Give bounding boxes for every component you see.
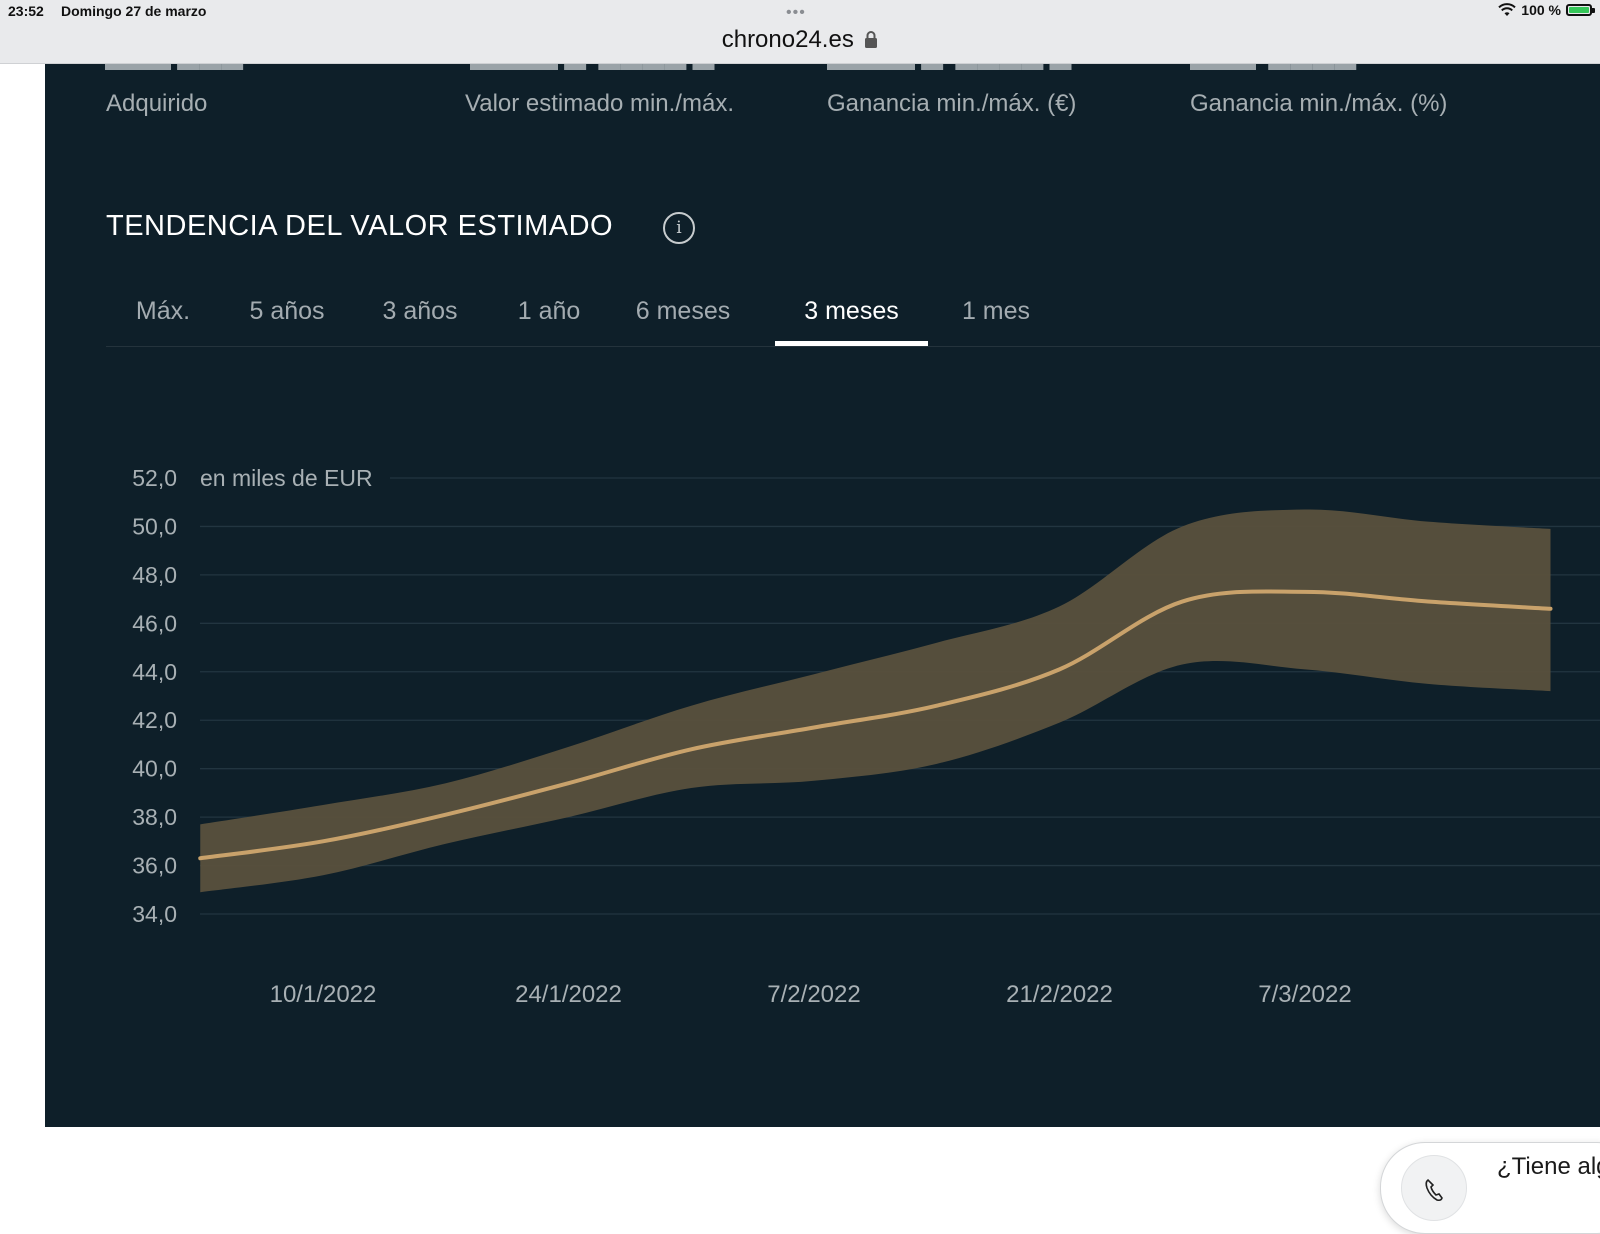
cut-off-values-row: ▬▬▬ ▬▬▬ ▬▬▬▬ ▬ ▬▬▬▬ ▬ ▬▬▬▬ ▬ ▬▬▬▬ ▬ ▬▬▬ … [45,64,1600,75]
y-tick-label: 44,0 [132,659,177,685]
y-tick-label: 40,0 [132,756,177,782]
x-tick-label: 7/2/2022 [767,981,860,1008]
unit-label: en miles de EUR [200,465,373,491]
lock-icon [865,31,878,48]
phone-icon [1425,1178,1443,1202]
browser-status-bar: 23:52 Domingo 27 de marzo ••• 100 % chro… [0,0,1600,64]
y-tick-label: 42,0 [132,707,177,733]
min-max-band [200,509,1551,893]
tab-1-month[interactable]: 1 mes [961,297,1031,325]
tab-max[interactable]: Máx. [135,297,191,325]
battery-icon [1566,4,1595,16]
y-tick-label: 50,0 [132,513,177,539]
status-time: 23:52 [8,3,44,19]
stat-label-gain-eur: Ganancia min./máx. (€) [827,90,1077,117]
value-trend-panel: ▬▬▬ ▬▬▬ ▬▬▬▬ ▬ ▬▬▬▬ ▬ ▬▬▬▬ ▬ ▬▬▬▬ ▬ ▬▬▬ … [45,64,1600,1127]
stat-label-acquired: Adquirido [106,90,208,117]
help-phone-circle[interactable] [1401,1155,1467,1221]
y-tick-label: 46,0 [132,610,177,636]
tab-3-months[interactable]: 3 meses [775,286,928,346]
value-trend-chart: 52,0 50,0 48,0 46,0 44,0 42,0 40,0 38,0 36,0 34,0… [132,465,1600,1008]
battery-percent: 100 % [1521,2,1561,18]
y-tick-label: 48,0 [132,562,177,588]
info-icon[interactable]: i [663,212,695,244]
stat-label-gain-pct: Ganancia min./máx. (%) [1190,90,1448,117]
address-bar[interactable]: chrono24.es [0,26,1600,54]
status-date: Domingo 27 de marzo [61,3,207,19]
stat-label-estimated-value: Valor estimado min./máx. [465,90,734,117]
x-tick-label: 7/3/2022 [1258,981,1351,1008]
y-tick-label: 36,0 [132,853,177,879]
x-tick-label: 10/1/2022 [270,981,377,1008]
tab-1-year[interactable]: 1 año [517,297,581,325]
y-axis-ticks: 52,0 50,0 48,0 46,0 44,0 42,0 40,0 38,0 36,0 34,0 [132,465,177,927]
y-tick-label: 52,0 [132,465,177,491]
section-title: TENDENCIA DEL VALOR ESTIMADO [106,210,614,242]
x-axis-ticks: 10/1/2022 24/1/2022 7/2/2022 21/2/2022 7/3/2… [270,981,1352,1008]
help-chat-bubble[interactable]: ¿Tiene alg [1380,1142,1600,1234]
tab-3-years[interactable]: 3 años [382,297,458,325]
y-tick-label: 38,0 [132,804,177,830]
x-tick-label: 24/1/2022 [515,981,622,1008]
x-tick-label: 21/2/2022 [1006,981,1113,1008]
multitask-dots-icon[interactable]: ••• [786,4,806,21]
time-range-tabs: Máx. 5 años 3 años 1 año 6 meses 3 meses… [106,286,1600,347]
status-indicators: 100 % [1498,2,1595,18]
url-text[interactable]: chrono24.es [721,26,854,53]
tab-5-years[interactable]: 5 años [249,297,325,325]
help-text: ¿Tiene alg [1497,1153,1600,1180]
wifi-icon [1498,3,1516,16]
estimated-value-line [198,589,1553,861]
tab-6-months[interactable]: 6 meses [635,297,731,325]
y-tick-label: 34,0 [132,901,177,927]
